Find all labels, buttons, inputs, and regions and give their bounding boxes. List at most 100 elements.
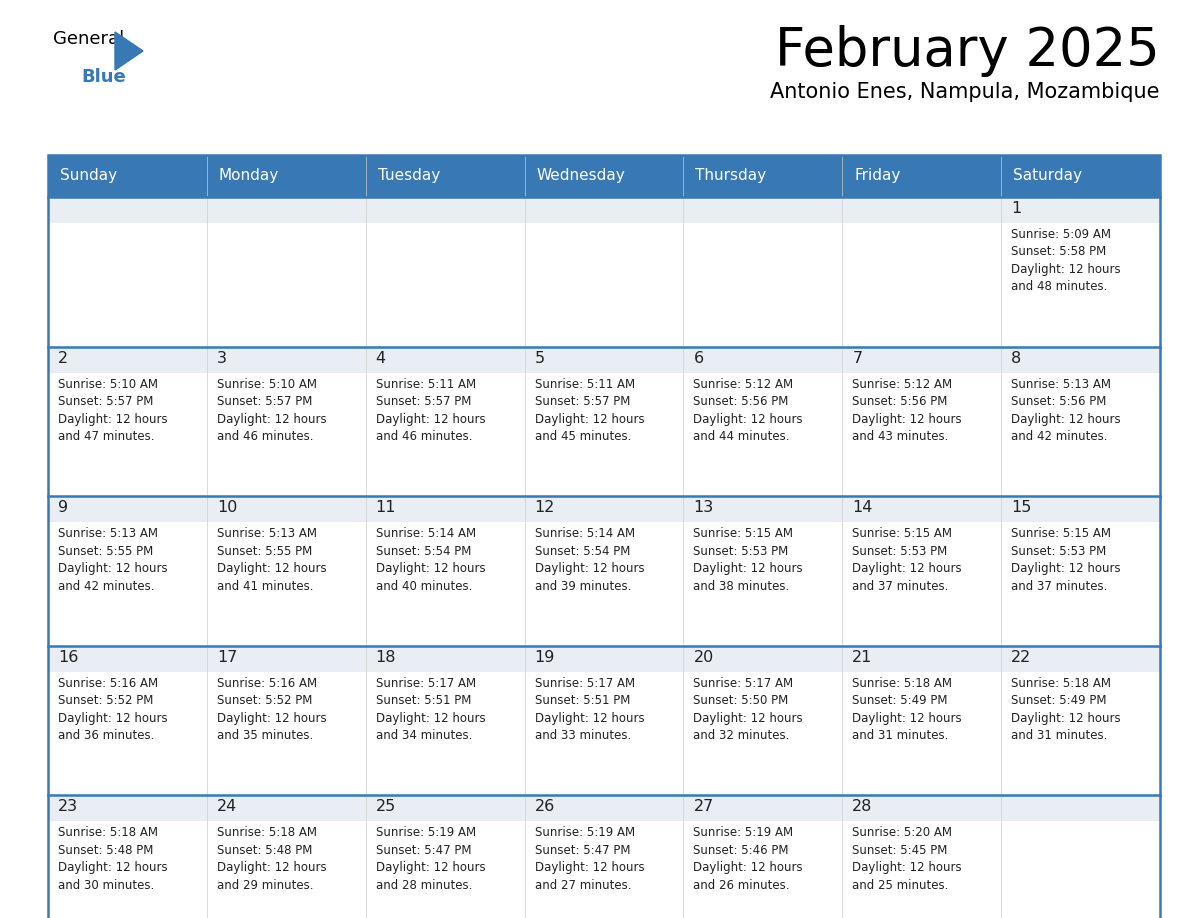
Text: 5: 5 bbox=[535, 351, 544, 365]
Text: Sunset: 5:55 PM: Sunset: 5:55 PM bbox=[217, 544, 312, 558]
Bar bbox=[48, 197, 207, 223]
Bar bbox=[366, 497, 525, 645]
Text: Sunset: 5:56 PM: Sunset: 5:56 PM bbox=[852, 395, 948, 409]
Text: Daylight: 12 hours: Daylight: 12 hours bbox=[375, 711, 486, 725]
Text: Sunset: 5:53 PM: Sunset: 5:53 PM bbox=[1011, 544, 1106, 558]
Bar bbox=[525, 795, 683, 918]
Text: Sunset: 5:47 PM: Sunset: 5:47 PM bbox=[375, 844, 472, 856]
Text: Sunset: 5:52 PM: Sunset: 5:52 PM bbox=[58, 694, 153, 707]
Text: 10: 10 bbox=[217, 500, 238, 515]
Bar bbox=[207, 497, 366, 645]
Bar bbox=[683, 497, 842, 522]
Text: Daylight: 12 hours: Daylight: 12 hours bbox=[852, 711, 962, 725]
Text: and 33 minutes.: and 33 minutes. bbox=[535, 729, 631, 743]
Text: 21: 21 bbox=[852, 650, 873, 665]
Bar bbox=[842, 347, 1001, 497]
Text: Sunset: 5:54 PM: Sunset: 5:54 PM bbox=[375, 544, 472, 558]
Text: Sunrise: 5:12 AM: Sunrise: 5:12 AM bbox=[852, 377, 953, 390]
Text: Sunset: 5:48 PM: Sunset: 5:48 PM bbox=[217, 844, 312, 856]
Text: and 40 minutes.: and 40 minutes. bbox=[375, 579, 472, 593]
Text: Daylight: 12 hours: Daylight: 12 hours bbox=[217, 861, 327, 875]
Text: and 42 minutes.: and 42 minutes. bbox=[1011, 431, 1107, 443]
Bar bbox=[1001, 197, 1159, 223]
Text: and 37 minutes.: and 37 minutes. bbox=[1011, 579, 1107, 593]
Polygon shape bbox=[115, 32, 143, 70]
Bar bbox=[683, 645, 842, 795]
Bar bbox=[842, 497, 1001, 645]
Text: 9: 9 bbox=[58, 500, 68, 515]
Text: Sunset: 5:52 PM: Sunset: 5:52 PM bbox=[217, 694, 312, 707]
Text: Daylight: 12 hours: Daylight: 12 hours bbox=[375, 562, 486, 576]
Text: and 30 minutes.: and 30 minutes. bbox=[58, 879, 154, 892]
Text: 6: 6 bbox=[694, 351, 703, 365]
Text: Sunset: 5:55 PM: Sunset: 5:55 PM bbox=[58, 544, 153, 558]
Bar bbox=[48, 645, 207, 795]
Text: Sunset: 5:57 PM: Sunset: 5:57 PM bbox=[535, 395, 630, 409]
Text: Sunrise: 5:11 AM: Sunrise: 5:11 AM bbox=[535, 377, 634, 390]
Text: Daylight: 12 hours: Daylight: 12 hours bbox=[852, 412, 962, 426]
Bar bbox=[366, 645, 525, 795]
Text: 11: 11 bbox=[375, 500, 397, 515]
Text: Sunset: 5:53 PM: Sunset: 5:53 PM bbox=[852, 544, 948, 558]
Text: and 41 minutes.: and 41 minutes. bbox=[217, 579, 314, 593]
Text: Daylight: 12 hours: Daylight: 12 hours bbox=[694, 711, 803, 725]
Text: Sunrise: 5:15 AM: Sunrise: 5:15 AM bbox=[694, 527, 794, 540]
Bar bbox=[683, 795, 842, 822]
Bar bbox=[525, 645, 683, 795]
Text: and 25 minutes.: and 25 minutes. bbox=[852, 879, 949, 892]
Text: Sunrise: 5:14 AM: Sunrise: 5:14 AM bbox=[535, 527, 634, 540]
Bar bbox=[683, 347, 842, 373]
Bar bbox=[683, 497, 842, 645]
Text: 13: 13 bbox=[694, 500, 714, 515]
Text: and 45 minutes.: and 45 minutes. bbox=[535, 431, 631, 443]
Text: Sunset: 5:47 PM: Sunset: 5:47 PM bbox=[535, 844, 630, 856]
Bar bbox=[842, 795, 1001, 822]
Bar bbox=[207, 197, 366, 347]
Bar bbox=[48, 197, 207, 347]
Text: Daylight: 12 hours: Daylight: 12 hours bbox=[217, 412, 327, 426]
Text: 28: 28 bbox=[852, 800, 873, 814]
Text: and 37 minutes.: and 37 minutes. bbox=[852, 579, 949, 593]
Text: 23: 23 bbox=[58, 800, 78, 814]
Text: 24: 24 bbox=[217, 800, 238, 814]
Text: Sunset: 5:57 PM: Sunset: 5:57 PM bbox=[375, 395, 472, 409]
Text: Sunrise: 5:14 AM: Sunrise: 5:14 AM bbox=[375, 527, 476, 540]
Text: Sunrise: 5:20 AM: Sunrise: 5:20 AM bbox=[852, 826, 953, 839]
Text: Daylight: 12 hours: Daylight: 12 hours bbox=[58, 412, 168, 426]
Text: Wednesday: Wednesday bbox=[537, 169, 625, 184]
Bar bbox=[48, 155, 1159, 918]
Text: Daylight: 12 hours: Daylight: 12 hours bbox=[852, 861, 962, 875]
Text: and 44 minutes.: and 44 minutes. bbox=[694, 431, 790, 443]
Text: Daylight: 12 hours: Daylight: 12 hours bbox=[535, 861, 644, 875]
Text: 12: 12 bbox=[535, 500, 555, 515]
Text: Sunset: 5:53 PM: Sunset: 5:53 PM bbox=[694, 544, 789, 558]
Bar bbox=[842, 347, 1001, 373]
Bar bbox=[366, 497, 525, 522]
Text: Sunset: 5:45 PM: Sunset: 5:45 PM bbox=[852, 844, 948, 856]
Text: Daylight: 12 hours: Daylight: 12 hours bbox=[1011, 263, 1120, 276]
Text: 27: 27 bbox=[694, 800, 714, 814]
Text: Daylight: 12 hours: Daylight: 12 hours bbox=[535, 562, 644, 576]
Bar bbox=[48, 347, 207, 373]
Bar bbox=[1001, 645, 1159, 795]
Text: Sunrise: 5:15 AM: Sunrise: 5:15 AM bbox=[852, 527, 953, 540]
Text: Sunrise: 5:17 AM: Sunrise: 5:17 AM bbox=[375, 677, 476, 689]
Bar bbox=[366, 197, 525, 347]
Text: Friday: Friday bbox=[854, 169, 901, 184]
Text: Monday: Monday bbox=[219, 169, 279, 184]
Text: and 46 minutes.: and 46 minutes. bbox=[217, 431, 314, 443]
Text: Daylight: 12 hours: Daylight: 12 hours bbox=[1011, 562, 1120, 576]
Text: General: General bbox=[53, 30, 125, 48]
Bar bbox=[842, 197, 1001, 223]
Bar bbox=[525, 347, 683, 373]
Text: 26: 26 bbox=[535, 800, 555, 814]
Bar bbox=[366, 795, 525, 918]
Text: Daylight: 12 hours: Daylight: 12 hours bbox=[852, 562, 962, 576]
Text: February 2025: February 2025 bbox=[776, 25, 1159, 77]
Text: Daylight: 12 hours: Daylight: 12 hours bbox=[58, 711, 168, 725]
Text: Daylight: 12 hours: Daylight: 12 hours bbox=[217, 711, 327, 725]
Bar bbox=[525, 197, 683, 223]
Text: Thursday: Thursday bbox=[695, 169, 766, 184]
Bar bbox=[207, 795, 366, 822]
Text: Sunrise: 5:19 AM: Sunrise: 5:19 AM bbox=[694, 826, 794, 839]
